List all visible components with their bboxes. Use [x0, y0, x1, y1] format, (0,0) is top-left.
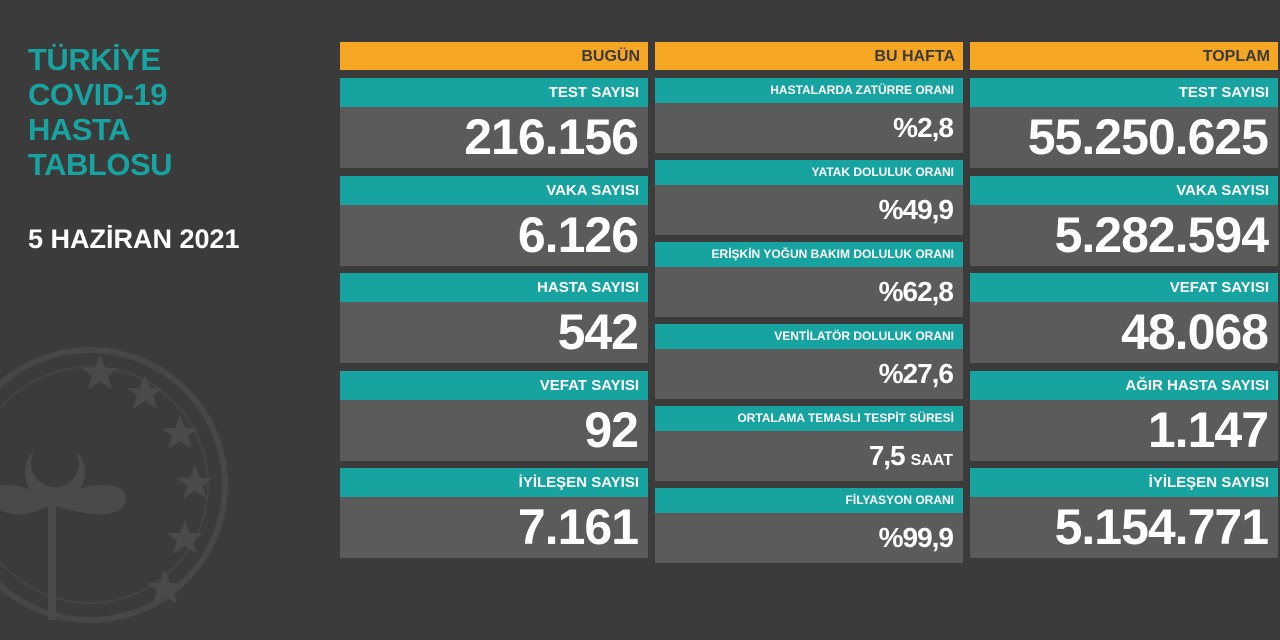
item-value: 1.147: [970, 399, 1278, 461]
item-value: %49,9: [655, 185, 963, 235]
item-value: 55.250.625: [970, 107, 1278, 168]
item-label: TEST SAYISI: [340, 78, 648, 107]
value-text: %49,9: [878, 194, 954, 225]
value-text: 5.154.771: [1054, 499, 1269, 555]
item-label: İYİLEŞEN SAYISI: [340, 468, 648, 497]
value-text: %2,8: [893, 112, 954, 143]
value-text: 7,5: [868, 440, 906, 471]
value-text: %99,9: [878, 522, 954, 553]
item-value: 7,5 SAAT: [655, 431, 963, 481]
emblem: [0, 347, 228, 623]
title-line: HASTA: [28, 112, 130, 147]
item-value: 6.126: [340, 204, 648, 266]
item-label: VAKA SAYISI: [340, 175, 648, 205]
value-text: 5.282.594: [1054, 206, 1269, 263]
date: 5 HAZİRAN 2021: [28, 224, 240, 254]
item-value: %62,8: [655, 267, 963, 317]
item-value: %2,8: [655, 103, 963, 153]
item-value: 216.156: [340, 107, 648, 168]
item-label: VEFAT SAYISI: [970, 273, 1278, 302]
item-label: HASTA SAYISI: [340, 273, 648, 302]
column-header: TOPLAM: [970, 42, 1278, 70]
item-label: VEFAT SAYISI: [340, 370, 648, 400]
value-text: 1.147: [1147, 401, 1269, 458]
column-header: BU HAFTA: [655, 42, 963, 70]
item-value: %27,6: [655, 349, 963, 399]
value-text: %27,6: [878, 358, 954, 389]
item-label: FİLYASYON ORANI: [655, 488, 963, 513]
item-value: 48.068: [970, 302, 1278, 363]
column-header: BUGÜN: [340, 42, 648, 70]
item-label: VAKA SAYISI: [970, 175, 1278, 205]
item-value: 92: [340, 399, 648, 461]
value-text: 92: [584, 401, 639, 458]
title: TÜRKİYE COVID-19 HASTA TABLOSU: [28, 42, 173, 182]
value-text: 542: [557, 304, 639, 360]
value-text: 7.161: [517, 499, 639, 555]
item-label: VENTİLATÖR DOLULUK ORANI: [655, 324, 963, 349]
title-line: TÜRKİYE: [28, 42, 161, 77]
item-label: TEST SAYISI: [970, 78, 1278, 107]
value-text: 55.250.625: [1027, 109, 1269, 165]
item-value: %99,9: [655, 513, 963, 563]
item-label: YATAK DOLULUK ORANI: [655, 160, 963, 185]
item-value: 542: [340, 302, 648, 363]
item-value: 7.161: [340, 497, 648, 558]
item-label: İYİLEŞEN SAYISI: [970, 468, 1278, 497]
item-label: HASTALARDA ZATÜRRE ORANI: [655, 78, 963, 103]
title-line: TABLOSU: [28, 147, 173, 182]
item-label: ERİŞKİN YOĞUN BAKIM DOLULUK ORANI: [655, 242, 963, 267]
value-text: 6.126: [517, 206, 639, 263]
value-text: 216.156: [464, 109, 639, 165]
item-value: 5.282.594: [970, 204, 1278, 266]
value-text: 48.068: [1121, 304, 1269, 360]
item-label: AĞIR HASTA SAYISI: [970, 370, 1278, 400]
item-value: 5.154.771: [970, 497, 1278, 558]
value-text: %62,8: [878, 276, 954, 307]
title-line: COVID-19: [28, 77, 167, 112]
value-unit: SAAT: [910, 452, 953, 469]
item-label: ORTALAMA TEMASLI TESPİT SÜRESİ: [655, 406, 963, 431]
